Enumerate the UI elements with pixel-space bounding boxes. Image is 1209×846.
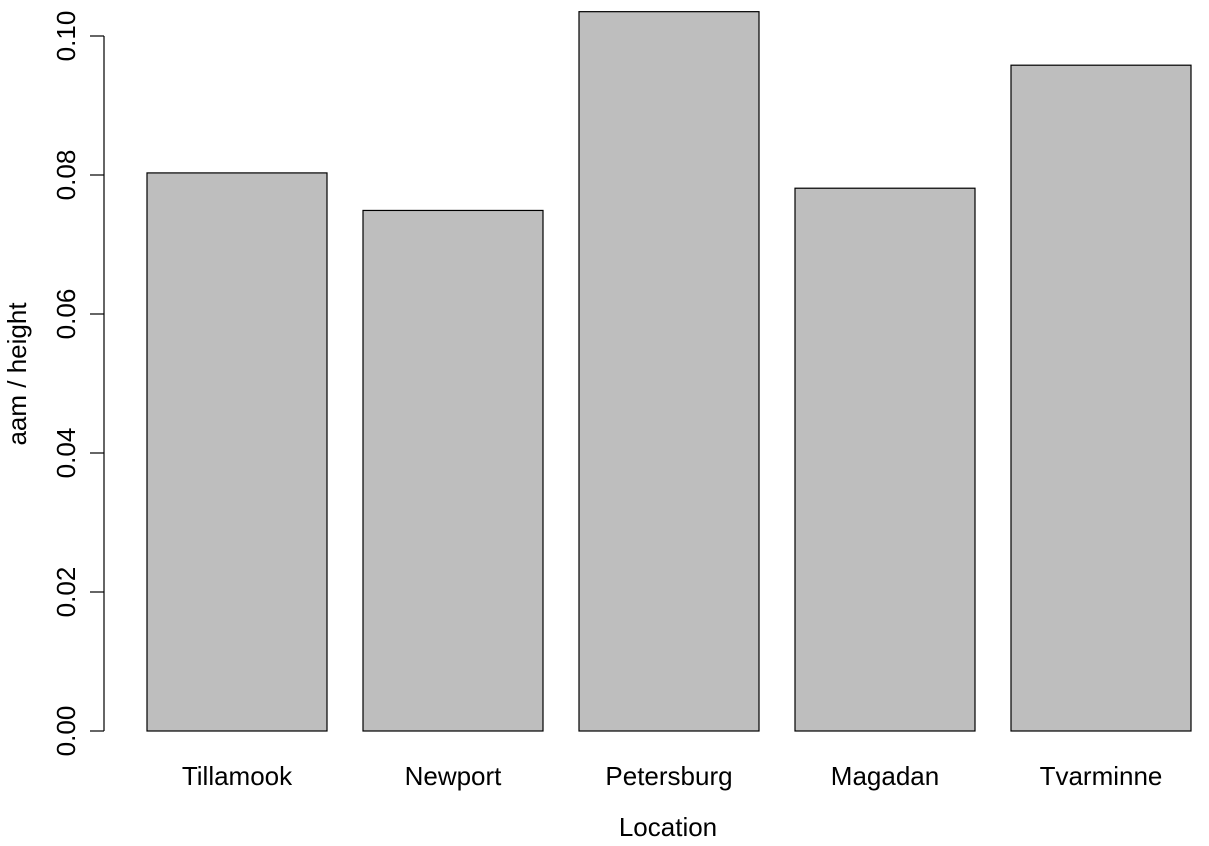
y-tick-label: 0.04	[51, 428, 81, 479]
y-tick-label: 0.08	[51, 150, 81, 201]
y-axis-title: aam / height	[2, 302, 32, 446]
x-axis-labels: Tillamook Newport Petersburg Magadan Tvarmin…	[182, 761, 1163, 791]
category-label-tvarminne: Tvarminne	[1040, 761, 1163, 791]
category-label-petersburg: Petersburg	[605, 761, 732, 791]
bar-magadan	[794, 187, 976, 732]
y-axis: 0.00 0.02 0.04 0.06 0.08 0.10	[51, 11, 105, 757]
x-axis-title: Location	[619, 812, 717, 842]
bar-petersburg	[578, 11, 760, 732]
bar-newport	[362, 209, 544, 732]
y-tick-label: 0.02	[51, 567, 81, 618]
bar-tillamook	[146, 172, 328, 732]
bars	[146, 11, 1192, 732]
y-tick-label: 0.00	[51, 706, 81, 757]
category-label-magadan: Magadan	[831, 761, 939, 791]
category-label-tillamook: Tillamook	[182, 761, 293, 791]
category-label-newport: Newport	[405, 761, 503, 791]
bar-tvarminne	[1010, 64, 1192, 732]
y-tick-label: 0.06	[51, 289, 81, 340]
y-tick-label: 0.10	[51, 11, 81, 62]
